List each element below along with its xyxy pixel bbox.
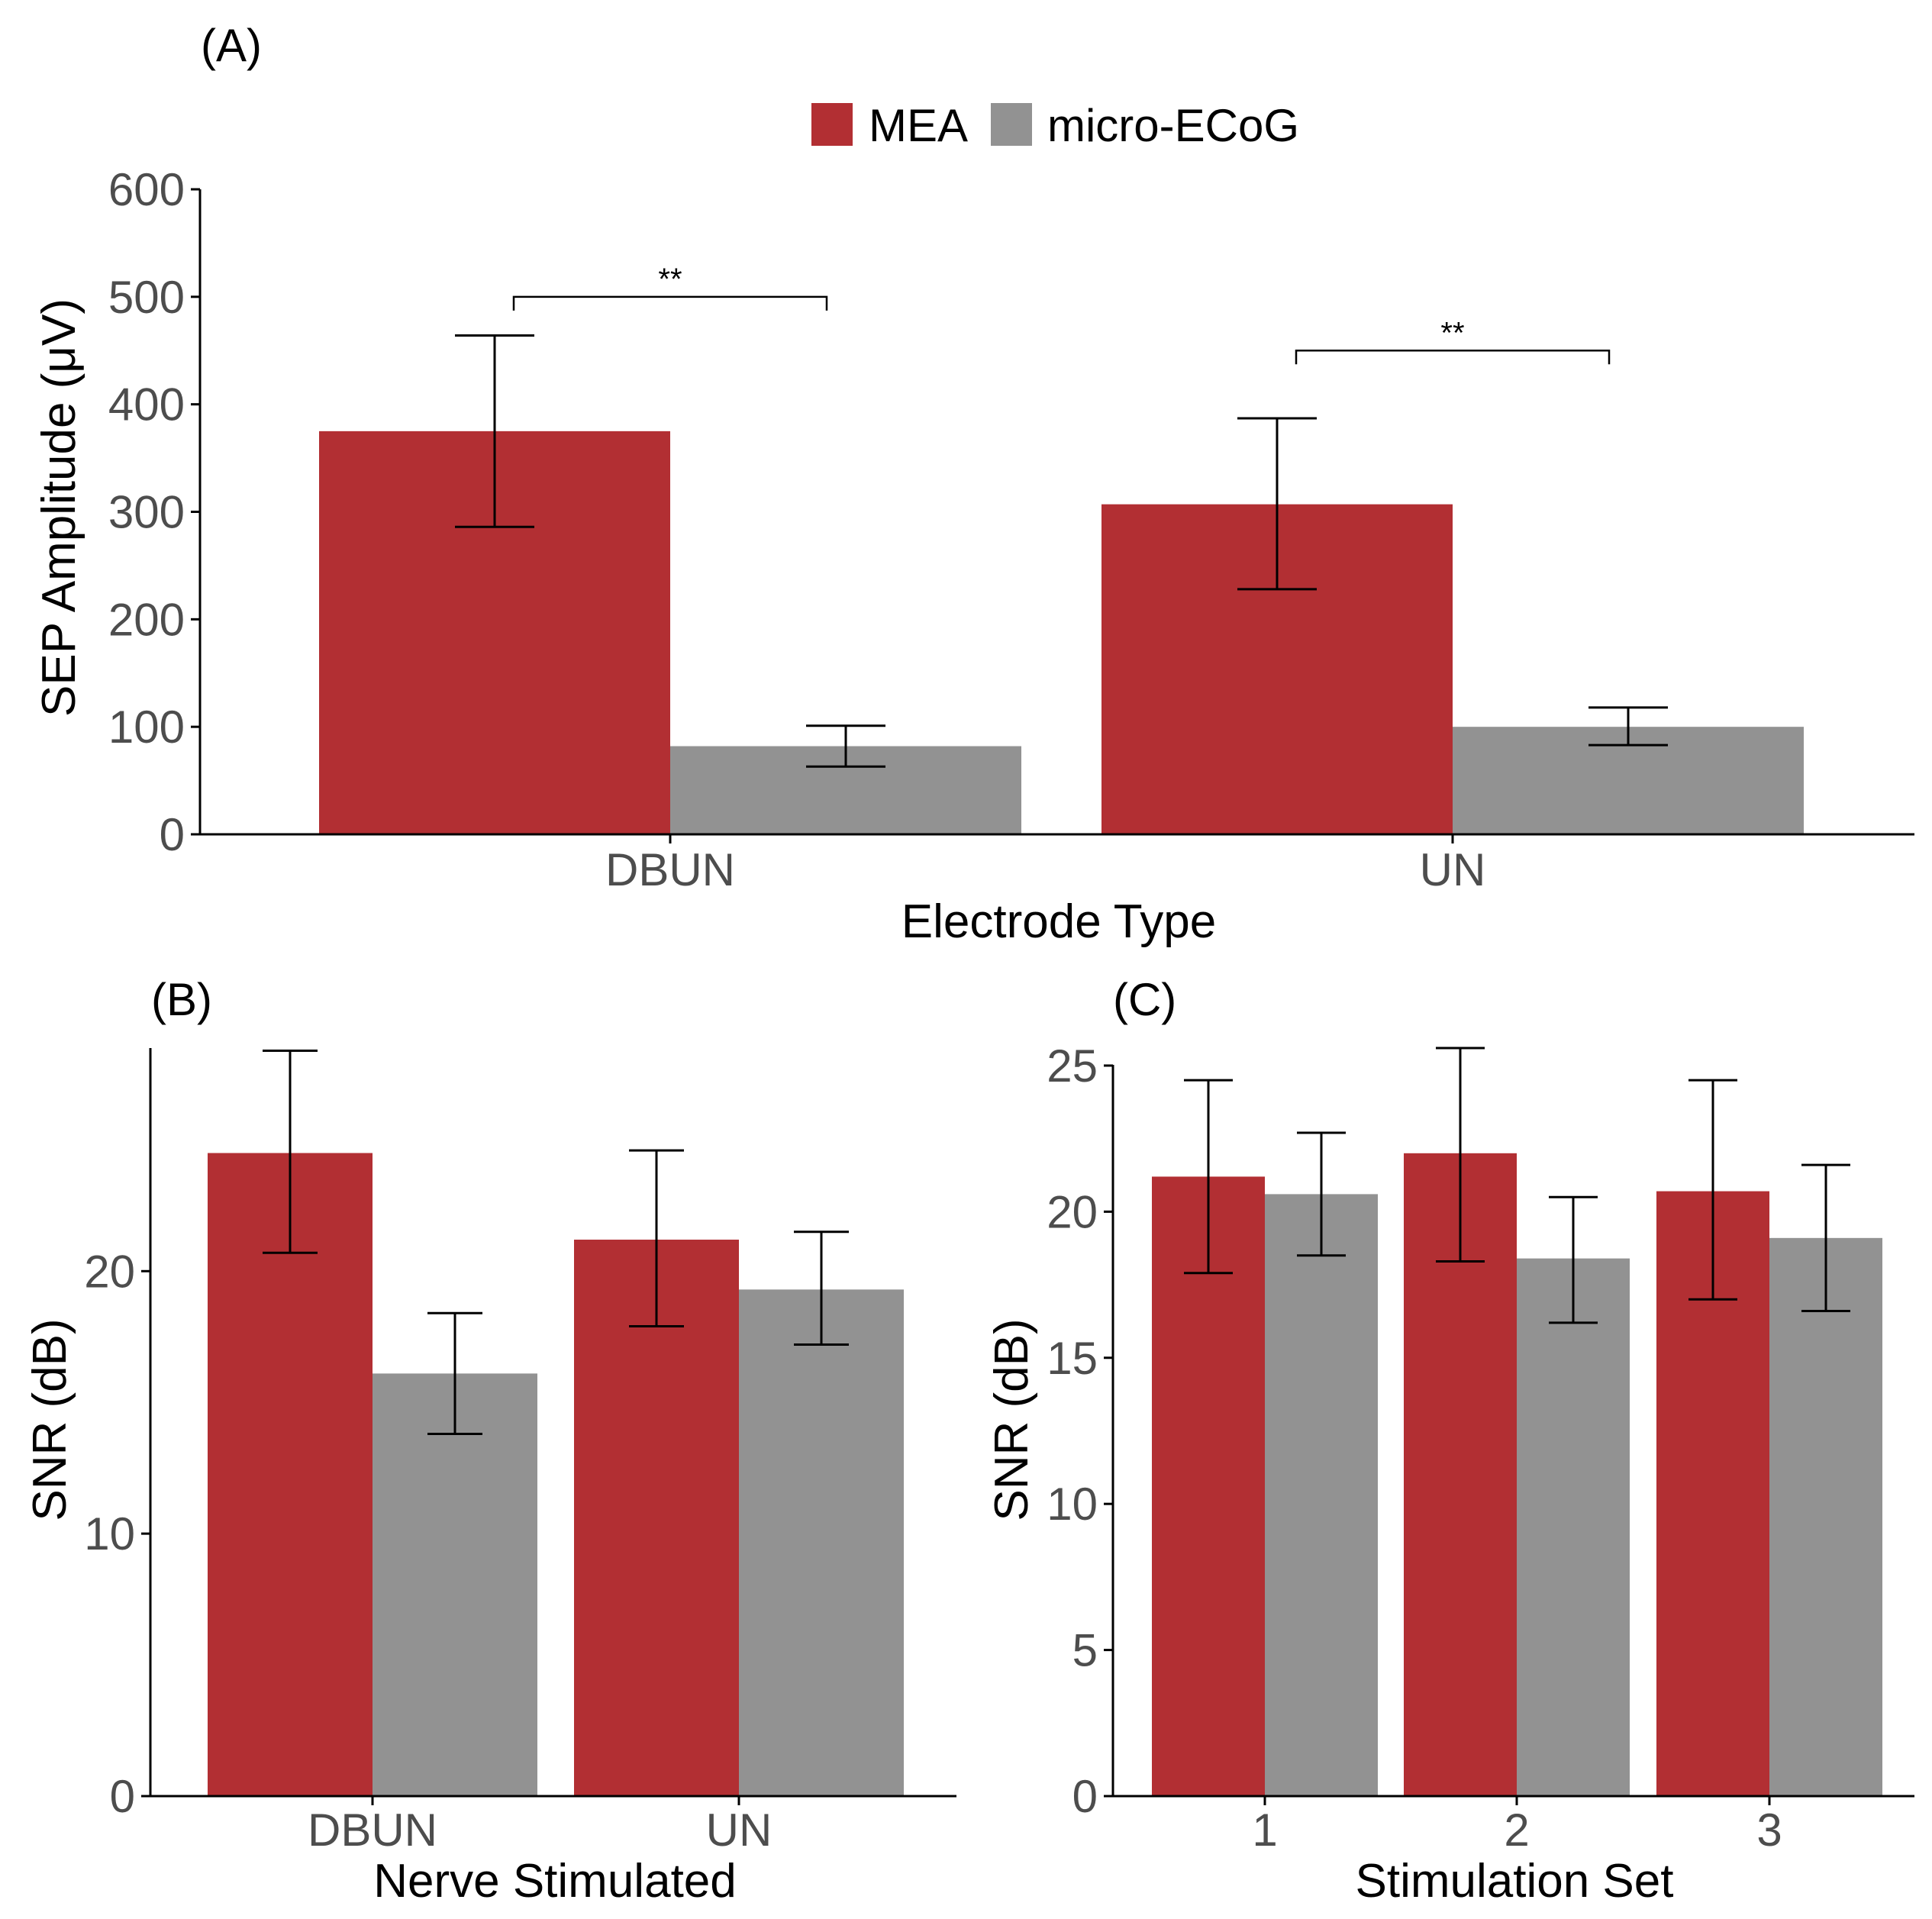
panel-c-ytick-label: 5 <box>1072 1625 1098 1676</box>
panel-b-bar-mea-dbun <box>208 1153 373 1796</box>
legend-swatch-mea <box>811 103 853 146</box>
panel-b-label: (B) <box>151 974 212 1025</box>
panel-a-ytick-label: 200 <box>108 594 185 645</box>
panel-c-errorbar-micro-ecog-1 <box>1297 1131 1346 1257</box>
panel-a-ytick-label: 100 <box>108 701 185 753</box>
panel-c-errorbar-micro-ecog-3 <box>1801 1163 1850 1313</box>
panel-a-ytick-label: 600 <box>108 164 185 215</box>
panel-a-ytick-label: 500 <box>108 272 185 323</box>
panel-b-ylabel: SNR (dB) <box>24 1318 76 1521</box>
panel-c-ylabel: SNR (dB) <box>985 1318 1038 1521</box>
panel-c-bar-micro-ecog-1 <box>1265 1194 1378 1796</box>
panel-b-bar-micro-ecog-un <box>739 1289 904 1796</box>
legend-label-mea: MEA <box>869 100 968 151</box>
panel-b-xlabel: Nerve Stimulated <box>373 1855 737 1908</box>
legend-swatch-micro-ecog <box>991 103 1032 146</box>
legend-label-micro-ecog: micro-ECoG <box>1047 100 1299 151</box>
panel-a-errorbar-mea-un <box>1237 417 1317 591</box>
panel-a-plot: 0 100 200 300 400 500 600 DBUN UN ** ** <box>108 164 1914 895</box>
panel-a-significance-bracket <box>512 295 828 311</box>
panel-c-plot: 0 5 10 15 20 25 1 2 3 <box>1047 1040 1914 1856</box>
panel-c-errorbar-mea-3 <box>1688 1079 1737 1301</box>
panel-c-bar-micro-ecog-2 <box>1517 1258 1630 1796</box>
panel-a-ytick-label: 300 <box>108 487 185 538</box>
panel-a-significance-label: ** <box>658 263 682 296</box>
panel-a-xtick-label: DBUN <box>605 844 735 895</box>
legend: MEA micro-ECoG <box>811 100 1299 151</box>
panel-a-ytick-label: 0 <box>160 809 185 860</box>
panel-b-xtick-label: DBUN <box>308 1805 437 1856</box>
panel-c-errorbar-mea-1 <box>1184 1079 1233 1275</box>
panel-b-xtick-label: UN <box>706 1805 772 1856</box>
panel-c-xtick-label: 2 <box>1504 1805 1529 1856</box>
panel-c-ytick-label: 15 <box>1047 1333 1098 1384</box>
panel-c-xtick-label: 1 <box>1252 1805 1277 1856</box>
panel-b-errorbar-micro-ecog-un <box>794 1230 849 1347</box>
panel-b-errorbar-micro-ecog-dbun <box>427 1311 482 1435</box>
panel-b-ytick-label: 0 <box>110 1771 135 1822</box>
panel-a-errorbar-micro-ecog-dbun <box>806 724 885 768</box>
panel-a-ytick-label: 400 <box>108 379 185 431</box>
panel-a-errorbar-micro-ecog-un <box>1588 706 1668 747</box>
panel-c-ytick-label: 25 <box>1047 1040 1098 1092</box>
panel-c-bar-mea-1 <box>1152 1176 1265 1796</box>
panel-c-xlabel: Stimulation Set <box>1356 1855 1674 1908</box>
panel-c-xtick-label: 3 <box>1756 1805 1782 1856</box>
panel-c-ytick-label: 0 <box>1072 1771 1098 1822</box>
panel-a-errorbar-mea-dbun <box>455 334 534 528</box>
panel-a-label: (A) <box>201 20 262 71</box>
panel-a-significance-label: ** <box>1440 316 1464 350</box>
panel-a-xlabel: Electrode Type <box>901 895 1216 948</box>
panel-c-bar-micro-ecog-3 <box>1769 1237 1882 1796</box>
panel-b-plot: 0 10 20 DBUN UN <box>84 1048 956 1856</box>
panel-b-bar-mea-un <box>574 1240 739 1796</box>
panel-b-errorbar-mea-dbun <box>263 1049 318 1254</box>
panel-c-ytick-label: 20 <box>1047 1186 1098 1237</box>
panel-c-errorbar-mea-2 <box>1436 1047 1485 1263</box>
panel-a-significance-bracket <box>1295 350 1611 365</box>
panel-c-errorbar-micro-ecog-2 <box>1549 1195 1598 1324</box>
panel-b-errorbar-mea-un <box>629 1149 684 1327</box>
panel-b-ytick-label: 10 <box>84 1508 135 1559</box>
panel-c-ytick-label: 10 <box>1047 1479 1098 1530</box>
panel-a-ylabel: SEP Amplitude (μV) <box>33 298 85 717</box>
panel-c-label: (C) <box>1113 974 1176 1025</box>
panel-a-xtick-label: UN <box>1420 844 1486 895</box>
panel-b-ytick-label: 20 <box>84 1246 135 1297</box>
panel-b-bar-micro-ecog-dbun <box>373 1373 537 1796</box>
